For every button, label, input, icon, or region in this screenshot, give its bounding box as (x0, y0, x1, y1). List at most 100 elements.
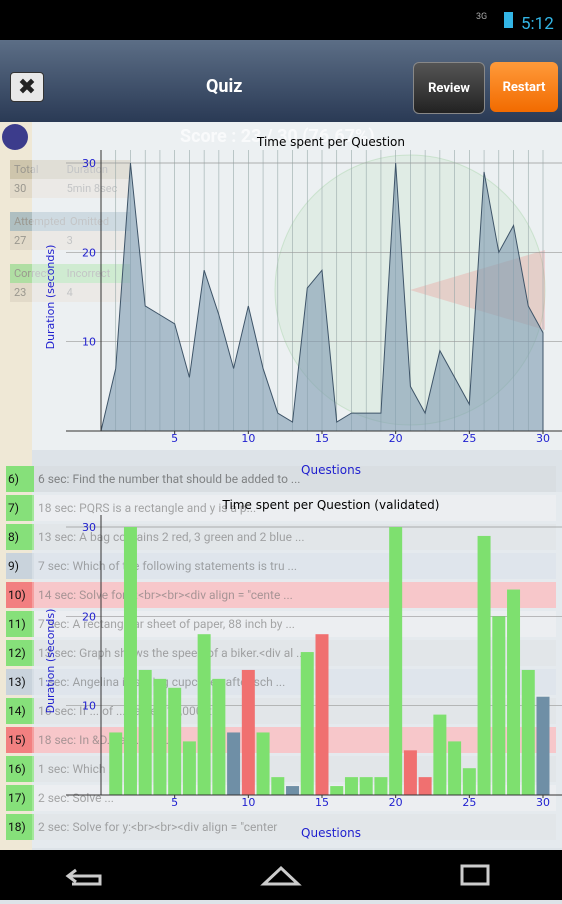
question-number: 13) (6, 669, 34, 695)
question-text: 1 sec: Which ... (38, 762, 118, 776)
stats-cell: 3 (62, 231, 130, 250)
bar (507, 589, 521, 795)
bar (123, 527, 137, 795)
action-bar: ✖ Quiz Review Restart (0, 40, 562, 122)
stats-cell: 4 (62, 283, 130, 302)
x-tick-label: 10 (241, 796, 255, 809)
x-tick-label: 30 (536, 432, 550, 445)
stats-cell: Correct (10, 264, 63, 283)
y-tick-label: 30 (82, 157, 96, 170)
y-axis-label: Duration (seconds) (44, 609, 57, 714)
bar (300, 652, 314, 795)
question-row[interactable]: 10) 14 sec: Solve for x:<br><br><div alig… (6, 582, 556, 608)
stats-cell: 30 (10, 179, 63, 198)
bar (197, 634, 211, 795)
question-number: 17) (6, 785, 34, 811)
question-row[interactable]: 18) 2 sec: Solve for y:<br><br><div align… (6, 814, 556, 840)
bar (138, 669, 152, 795)
stats-cell: 5min 8sec (62, 179, 130, 198)
stats-row: Total Duration (10, 160, 130, 179)
stats-row: 23 4 (10, 283, 130, 302)
stats-cell: 23 (10, 283, 63, 302)
close-button[interactable]: ✖ (10, 72, 44, 102)
question-text: 2 sec: Solve for y:<br><br><div align = … (38, 820, 278, 834)
bar (403, 750, 417, 795)
status-bar: 3G 5:12 (0, 0, 562, 40)
question-text: 13 sec: A bag contains 2 red, 3 green an… (38, 530, 305, 544)
charts: Time spent per Question Questions Duration… (44, 135, 562, 840)
nav-bar (0, 850, 562, 900)
score: Score : 23 / 30 (76.67%) (180, 126, 375, 147)
question-text: 7 sec: Which of the following statements… (38, 559, 298, 573)
bar (462, 768, 476, 795)
x-tick-label: 5 (171, 796, 178, 809)
network: 3G (476, 12, 488, 22)
x-tick-label: 15 (315, 432, 329, 445)
x-axis-label: Questions (301, 826, 361, 840)
stats-row: Correct Incorrect (10, 264, 130, 283)
question-number: 15) (6, 727, 34, 753)
y-tick-label: 10 (82, 336, 96, 349)
question-number: 10) (6, 582, 34, 608)
question-row[interactable]: 12) 13 sec: Graph shows the speed of a bi… (6, 640, 556, 666)
bar (109, 732, 123, 795)
question-number: 7) (6, 495, 34, 521)
bar (433, 714, 447, 795)
x-tick-label: 5 (171, 432, 178, 445)
y-tick-label: 10 (82, 700, 96, 713)
back-button[interactable] (65, 868, 102, 886)
x-tick-label: 25 (462, 432, 476, 445)
question-number: 11) (6, 611, 34, 637)
y-tick-label: 20 (82, 246, 96, 259)
restart-button[interactable]: Restart (490, 62, 558, 112)
question-row[interactable]: 15) 18 sec: In &D... at ... + A ... (6, 727, 556, 753)
question-row[interactable]: 9) 7 sec: Which of the following statemen… (6, 553, 556, 579)
question-text: 14 sec: Solve for x:<br><br><div align =… (38, 588, 293, 602)
bar (153, 678, 167, 795)
x-tick-label: 10 (241, 432, 255, 445)
question-row[interactable]: 8) 13 sec: A bag contains 2 red, 3 green … (6, 524, 556, 550)
question-row[interactable]: 7) 18 sec: PQRS is a rectangle and y is a… (6, 495, 556, 521)
question-row[interactable]: 11) 7 sec: A rectangular sheet of paper, … (6, 611, 556, 637)
nav-icons (65, 864, 490, 886)
recents-button[interactable] (460, 864, 490, 886)
question-number: 8) (6, 524, 34, 550)
x-tick-label: 15 (315, 796, 329, 809)
bar (389, 527, 403, 795)
home-button[interactable] (260, 865, 302, 886)
chart-title: Time spent per Question (256, 135, 405, 149)
question-text: 7 sec: A rectangular sheet of paper, 88 … (38, 617, 295, 631)
y-axis-label: Duration (seconds) (44, 245, 57, 350)
x-tick-label: 20 (389, 432, 403, 445)
bar (418, 777, 432, 795)
bar (271, 777, 285, 795)
area (100, 162, 544, 432)
bar (227, 732, 241, 795)
bar (374, 777, 388, 795)
bar (330, 786, 344, 795)
bar (359, 777, 373, 795)
bar (241, 669, 255, 795)
bar (536, 696, 550, 795)
question-text: 13 sec: Graph shows the speed of a biker… (38, 646, 306, 660)
stats-cell: 27 (10, 231, 63, 250)
clock: 5:12 (521, 14, 554, 34)
stats-row: 27 3 (10, 231, 130, 250)
question-number: 14) (6, 698, 34, 724)
bar (344, 777, 358, 795)
stats-cell: Attempted (10, 212, 66, 231)
bar (286, 786, 300, 795)
y-tick-label: 30 (82, 521, 96, 534)
chart-title: Time spent per Question (validated) (222, 498, 440, 512)
question-row[interactable]: 6) 6 sec: Find the number that should be … (6, 466, 556, 492)
bar (182, 741, 196, 795)
review-button[interactable]: Review (413, 62, 485, 114)
question-number: 6) (6, 466, 34, 492)
logo (2, 124, 28, 150)
bar (521, 669, 535, 795)
stats-cell: Duration (62, 160, 130, 179)
stats-table: Total Duration 30 5min 8sec Attempted Omitted… (10, 160, 130, 316)
question-text: 6 sec: Find the number that should be ad… (38, 472, 301, 486)
battery (504, 12, 513, 28)
